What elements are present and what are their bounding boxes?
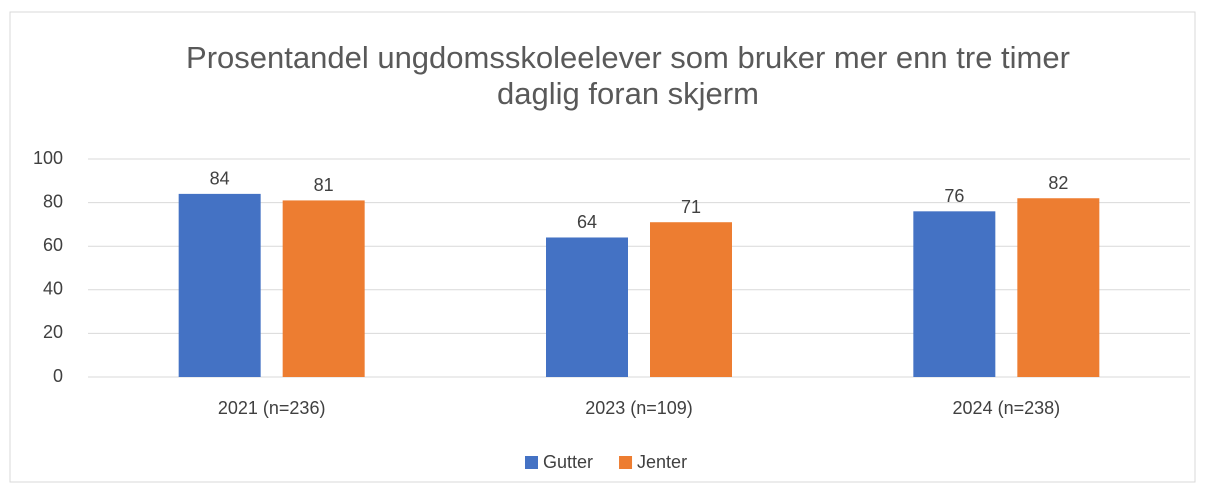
y-tick-label: 0 [53, 366, 63, 386]
data-label: 64 [577, 212, 597, 232]
bar [546, 237, 628, 377]
bar [1017, 198, 1100, 377]
data-label: 82 [1048, 173, 1068, 193]
x-tick-label: 2024 (n=238) [953, 398, 1061, 418]
y-tick-label: 40 [43, 279, 63, 299]
legend-swatch [619, 456, 633, 469]
bar [913, 211, 996, 377]
y-tick-label: 20 [43, 322, 63, 342]
legend-label: Gutter [543, 452, 593, 472]
bar [650, 222, 732, 377]
bar [282, 200, 365, 377]
y-tick-label: 80 [43, 191, 63, 211]
data-label: 81 [314, 175, 334, 195]
chart-border [9, 11, 1196, 483]
chart-title: Prosentandel ungdomsskoleelever som bruk… [186, 40, 1070, 111]
y-tick-label: 60 [43, 235, 63, 255]
legend-swatch [525, 456, 538, 469]
y-tick-label: 100 [33, 148, 63, 168]
x-tick-label: 2021 (n=236) [218, 398, 326, 418]
data-label: 84 [210, 169, 230, 189]
legend-label: Jenter [637, 452, 687, 472]
x-tick-label: 2023 (n=109) [585, 398, 693, 418]
data-label: 71 [681, 197, 701, 217]
data-label: 76 [944, 186, 964, 206]
bar [178, 193, 261, 377]
